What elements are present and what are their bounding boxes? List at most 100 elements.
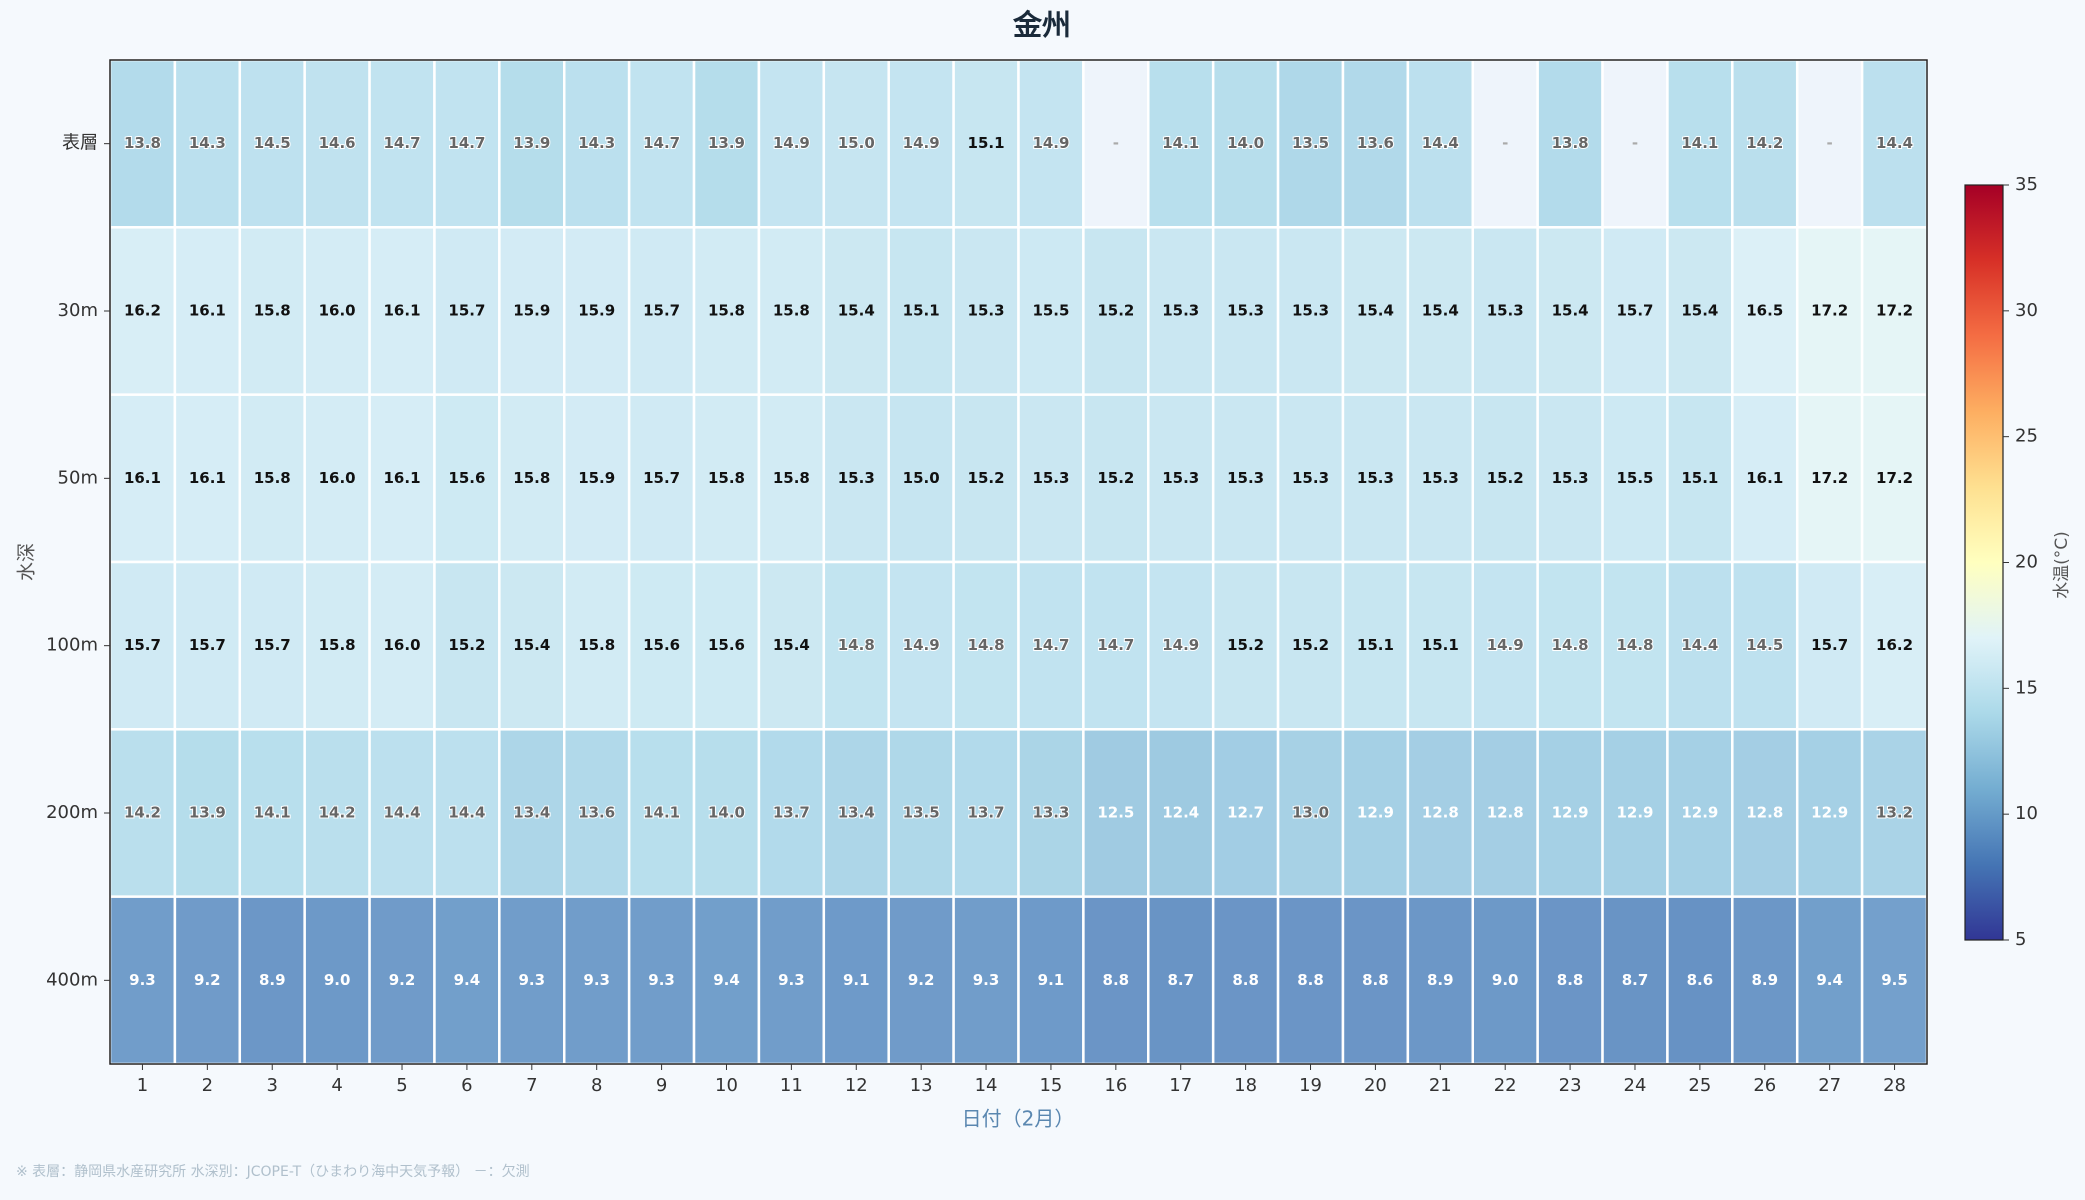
cell-label: 13.9	[513, 134, 550, 152]
cell-label: -	[1113, 134, 1119, 152]
heatmap-cell	[952, 393, 1020, 564]
cell-label: 14.1	[643, 804, 680, 822]
cell-label: 15.2	[448, 636, 485, 654]
x-tick-label: 26	[1753, 1075, 1776, 1096]
x-tick-label: 25	[1688, 1075, 1711, 1096]
cell-label: 15.0	[838, 134, 875, 152]
cell-label: 13.4	[513, 804, 550, 822]
heatmap-cell	[1536, 393, 1604, 564]
heatmap-cell	[173, 895, 242, 1066]
cell-label: 14.4	[1681, 636, 1718, 654]
cell-label: 17.2	[1876, 469, 1913, 487]
heatmap-cell	[757, 560, 826, 731]
cell-label: 15.6	[448, 469, 485, 487]
cell-label: 12.8	[1487, 804, 1524, 822]
heatmap-cell	[1471, 728, 1539, 898]
cell-label: 14.2	[319, 804, 356, 822]
x-tick-label: 21	[1429, 1075, 1452, 1096]
heatmap-cell	[238, 393, 306, 564]
heatmap-cell	[692, 895, 761, 1066]
cell-label: 15.4	[1422, 302, 1459, 320]
heatmap-cell	[238, 728, 306, 898]
heatmap-cell	[1276, 58, 1345, 229]
x-tick-label: 12	[845, 1075, 868, 1096]
cell-label: 15.8	[773, 469, 810, 487]
cell-label: 16.1	[1746, 469, 1783, 487]
cell-label: 15.3	[1422, 469, 1459, 487]
cell-label: 14.7	[643, 134, 680, 152]
cell-label: 17.2	[1811, 302, 1848, 320]
cell-label: 15.4	[773, 636, 810, 654]
cell-label: 14.9	[903, 134, 940, 152]
x-tick-label: 15	[1039, 1075, 1062, 1096]
heatmap-cell	[1731, 393, 1799, 564]
cell-label: 14.3	[189, 134, 226, 152]
cell-label: 13.7	[773, 804, 810, 822]
x-tick-label: 23	[1559, 1075, 1582, 1096]
cell-label: 15.0	[903, 469, 940, 487]
cell-label: 14.8	[1616, 636, 1653, 654]
cell-label: 13.6	[1357, 134, 1394, 152]
x-tick-label: 19	[1299, 1075, 1322, 1096]
cell-label: 15.2	[1097, 469, 1134, 487]
heatmap-cell	[1017, 560, 1085, 731]
cell-label: 15.6	[708, 636, 745, 654]
cell-label: 15.1	[1422, 636, 1459, 654]
heatmap-cell	[563, 895, 631, 1066]
y-tick-label: 30m	[58, 300, 98, 321]
cell-label: 8.8	[1297, 971, 1324, 989]
cell-label: 14.4	[448, 804, 485, 822]
cell-label: 15.3	[1032, 469, 1069, 487]
cell-label: 12.9	[1552, 804, 1589, 822]
chart-title: 金州	[1012, 8, 1071, 42]
heatmap-cell	[757, 895, 826, 1066]
cell-label: 15.9	[578, 469, 615, 487]
cell-label: 14.4	[1876, 134, 1913, 152]
cell-label: 13.8	[1552, 134, 1589, 152]
heatmap-cell	[822, 560, 890, 731]
heatmap-cell	[1276, 226, 1345, 396]
cell-label: 15.8	[578, 636, 615, 654]
cell-label: 9.3	[973, 971, 1000, 989]
cell-label: 14.0	[708, 804, 745, 822]
cell-label: 13.5	[903, 804, 940, 822]
cell-label: 9.3	[129, 971, 156, 989]
colorbar-tick-label: 30	[2015, 300, 2038, 321]
cell-label: 15.1	[968, 134, 1005, 152]
heatmap-cell	[1406, 226, 1475, 396]
heatmap-cell	[1860, 226, 1929, 396]
heatmap-cell	[1211, 58, 1280, 229]
cell-label: 15.3	[1292, 469, 1329, 487]
cell-label: 15.4	[1681, 302, 1718, 320]
cell-label: 9.2	[389, 971, 416, 989]
cell-label: 14.5	[1746, 636, 1783, 654]
cell-label: 16.0	[319, 302, 356, 320]
cell-label: 8.8	[1362, 971, 1389, 989]
cell-label: 15.3	[1357, 469, 1394, 487]
cell-label: 15.4	[1552, 302, 1589, 320]
cell-label: 13.9	[189, 804, 226, 822]
cell-label: 13.3	[1032, 804, 1069, 822]
cell-label: 8.9	[259, 971, 286, 989]
heatmap-cell	[108, 560, 177, 731]
heatmap-cell	[1601, 560, 1669, 731]
cell-label: 9.1	[843, 971, 870, 989]
heatmap-cell	[1341, 560, 1410, 731]
cell-label: 14.4	[384, 804, 421, 822]
cell-label: 9.3	[648, 971, 675, 989]
cell-label: 15.7	[448, 302, 485, 320]
x-tick-label: 13	[910, 1075, 933, 1096]
heatmap-cell	[692, 393, 761, 564]
heatmap-cell	[1795, 393, 1864, 564]
colorbar-tick-label: 5	[2015, 929, 2026, 950]
cell-label: 14.8	[968, 636, 1005, 654]
x-tick-label: 7	[526, 1075, 537, 1096]
cell-label: 14.9	[1032, 134, 1069, 152]
missing-cell	[1795, 58, 1864, 229]
cell-label: 15.1	[1357, 636, 1394, 654]
cell-label: 15.4	[838, 302, 875, 320]
cell-label: 14.6	[319, 134, 356, 152]
cell-label: 15.9	[513, 302, 550, 320]
cell-label: 15.2	[968, 469, 1005, 487]
cell-label: 12.9	[1681, 804, 1718, 822]
